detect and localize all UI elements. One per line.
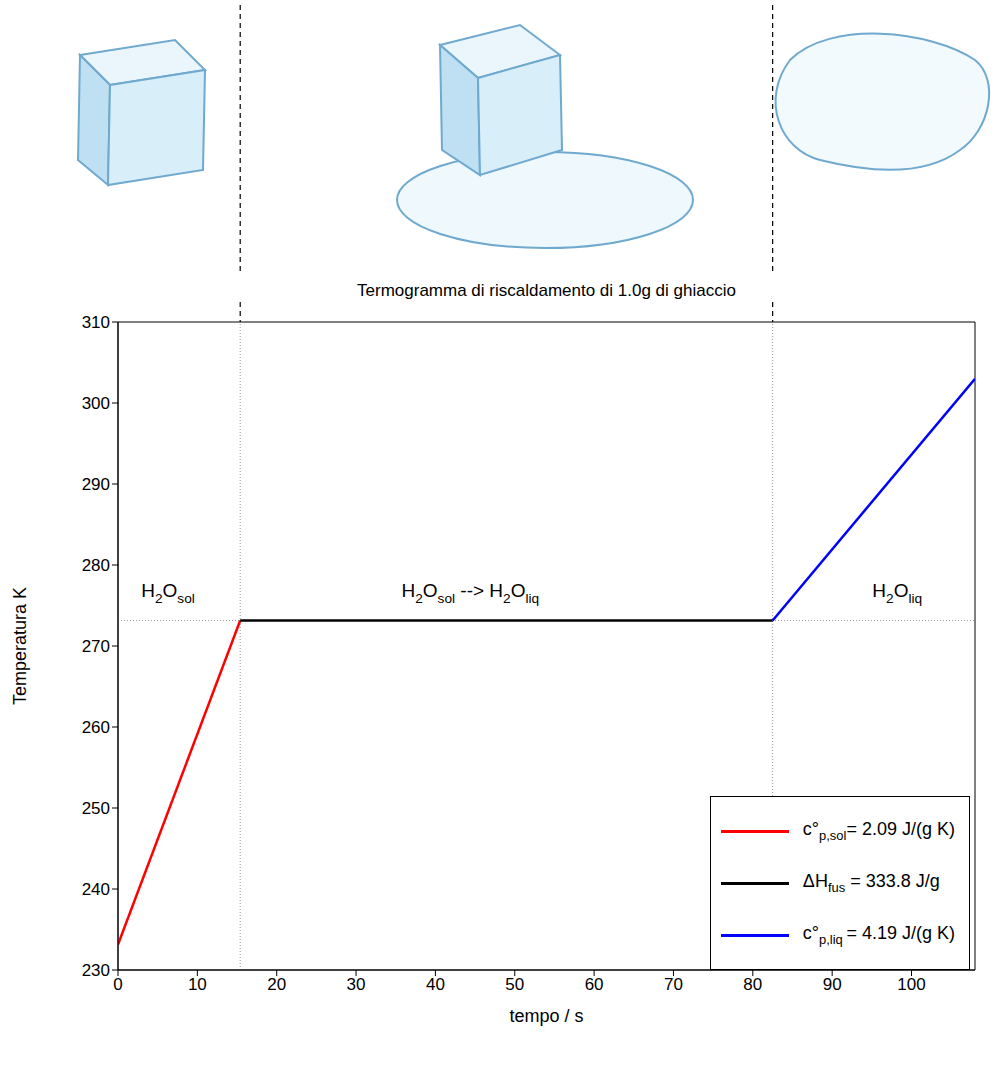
svg-text:tempo / s: tempo / s: [509, 1006, 583, 1026]
svg-text:H2Osol: H2Osol: [141, 580, 195, 606]
html-text:c°p,sol= 2.09 J/(g K): c°p,sol= 2.09 J/(g K): [802, 819, 955, 843]
svg-text:290: 290: [82, 475, 110, 494]
svg-text:20: 20: [267, 975, 286, 994]
svg-text:100: 100: [897, 975, 925, 994]
svg-text:300: 300: [82, 394, 110, 413]
html-text:ΔHfus= 333.8 J/g: ΔHfus= 333.8 J/g: [802, 871, 940, 895]
svg-text:230: 230: [82, 961, 110, 980]
svg-text:50: 50: [505, 975, 524, 994]
svg-text:310: 310: [82, 313, 110, 332]
svg-text:270: 270: [82, 637, 110, 656]
svg-text:0: 0: [113, 975, 122, 994]
svg-text:70: 70: [664, 975, 683, 994]
svg-text:260: 260: [82, 718, 110, 737]
html-text:c°p,liq= 4.19 J/(g K): c°p,liq= 4.19 J/(g K): [802, 923, 955, 947]
svg-text:280: 280: [82, 556, 110, 575]
svg-text:Termogramma di riscaldamento d: Termogramma di riscaldamento di 1.0g di …: [357, 281, 736, 300]
svg-text:240: 240: [82, 880, 110, 899]
svg-text:40: 40: [426, 975, 445, 994]
svg-text:80: 80: [743, 975, 762, 994]
svg-text:60: 60: [585, 975, 604, 994]
svg-text:H2Osol --> H2Oliq: H2Osol --> H2Oliq: [401, 580, 539, 606]
svg-text:10: 10: [188, 975, 207, 994]
svg-text:90: 90: [823, 975, 842, 994]
svg-text:30: 30: [347, 975, 366, 994]
svg-text:H2Oliq: H2Oliq: [872, 580, 922, 606]
svg-text:Temperatura K: Temperatura K: [10, 587, 30, 705]
svg-text:250: 250: [82, 799, 110, 818]
